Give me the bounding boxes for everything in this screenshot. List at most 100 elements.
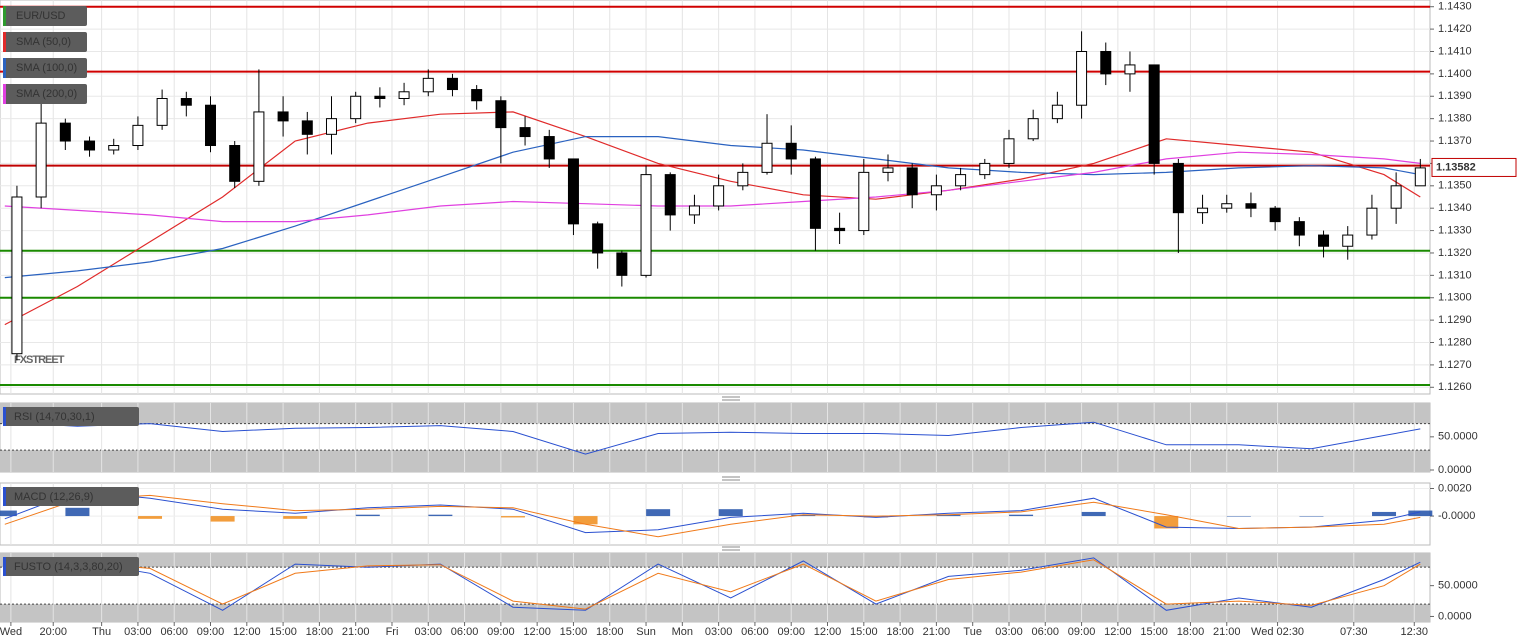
x-tick-label: 06:00 xyxy=(1032,626,1060,638)
y-tick-label: 1.1320 xyxy=(1438,247,1472,259)
candle-body xyxy=(205,104,217,147)
candle-body xyxy=(1027,118,1039,140)
legend-swatch xyxy=(3,32,6,52)
x-tick-label: 12:30 xyxy=(1401,626,1429,638)
candle-body xyxy=(1148,64,1160,164)
candle-body xyxy=(519,127,531,138)
histogram-bar xyxy=(1408,510,1433,517)
candle-body xyxy=(108,145,120,151)
legend-label: SMA (200,0) xyxy=(16,88,77,100)
y-tick-label: 0.0000 xyxy=(1438,610,1472,622)
legend-label: SMA (100,0) xyxy=(16,62,77,74)
x-tick-label: 12:00 xyxy=(523,626,551,638)
candle-body xyxy=(350,95,362,120)
y-tick-label: 1.1340 xyxy=(1438,202,1472,214)
x-tick-label: Mon xyxy=(672,626,693,638)
x-tick-label: 15:00 xyxy=(850,626,878,638)
candle-body xyxy=(1366,207,1378,236)
histogram-bar xyxy=(1081,511,1106,517)
x-tick-label: 07:30 xyxy=(1340,626,1368,638)
histogram-bar xyxy=(1009,514,1034,517)
band xyxy=(0,403,1430,424)
candle-body xyxy=(446,77,458,91)
candle-body xyxy=(737,171,749,187)
histogram-bar xyxy=(863,516,888,518)
indicator-label: MACD (12,26,9) xyxy=(14,491,93,503)
candle-body xyxy=(156,98,168,126)
indicator-swatch xyxy=(3,487,6,506)
candle-body xyxy=(374,95,386,99)
indicator-label: FUSTO (14,3,3,80,20) xyxy=(14,561,123,573)
candle-body xyxy=(955,174,967,187)
x-tick-label: 09:00 xyxy=(777,626,805,638)
candle-body xyxy=(979,162,991,176)
y-tick-label: 1.1380 xyxy=(1438,113,1472,125)
candle-body xyxy=(882,167,894,173)
y-tick-label: 1.1300 xyxy=(1438,292,1472,304)
legend-swatch xyxy=(3,58,6,78)
histogram-bar xyxy=(936,514,961,517)
candle-body xyxy=(809,158,821,229)
candle-body xyxy=(1076,50,1088,106)
candle-body xyxy=(543,136,555,160)
y-tick-label: 1.1330 xyxy=(1438,224,1472,236)
x-tick-label: 21:00 xyxy=(342,626,370,638)
candle-body xyxy=(664,174,676,216)
legend-box xyxy=(3,32,87,52)
x-tick-label: 09:00 xyxy=(197,626,225,638)
x-tick-label: Sun xyxy=(636,626,656,638)
panel xyxy=(0,482,1431,546)
candle-body xyxy=(1293,221,1305,236)
x-tick-label: 18:00 xyxy=(1177,626,1205,638)
histogram-bar xyxy=(718,509,743,517)
x-tick-label: 15:00 xyxy=(1140,626,1168,638)
x-tick-label: 03:00 xyxy=(995,626,1023,638)
y-tick-label: 1.1280 xyxy=(1438,336,1472,348)
band xyxy=(0,450,1430,472)
x-tick-label: Wed xyxy=(0,626,22,638)
legend-swatch xyxy=(3,6,6,26)
y-tick-label: 1.1420 xyxy=(1438,23,1472,35)
x-tick-label: 18:00 xyxy=(886,626,914,638)
x-tick-label: 20:00 xyxy=(39,626,67,638)
indicator-label-box xyxy=(3,407,139,426)
x-tick-label: Fri xyxy=(386,626,399,638)
indicator-label: RSI (14,70,30,1) xyxy=(14,411,95,423)
histogram-bar xyxy=(1226,516,1251,517)
y-tick-label: 1.1430 xyxy=(1438,1,1472,13)
histogram-bar xyxy=(283,516,308,519)
x-tick-label: 03:00 xyxy=(415,626,443,638)
candle-body xyxy=(1051,104,1063,120)
candle-body xyxy=(471,89,483,102)
y-tick-label: 50.0000 xyxy=(1438,431,1478,443)
candle-body xyxy=(277,111,289,122)
histogram-bar xyxy=(791,514,816,517)
candle-body xyxy=(1197,207,1209,214)
y-tick-label: -0.0000 xyxy=(1438,510,1475,522)
x-tick-label: 18:00 xyxy=(596,626,624,638)
x-tick-label: 15:00 xyxy=(269,626,297,638)
y-tick-label: 50.0000 xyxy=(1438,580,1478,592)
x-tick-label: 06:00 xyxy=(741,626,769,638)
band xyxy=(0,553,1430,568)
panel xyxy=(0,0,1431,395)
x-tick-label: 06:00 xyxy=(160,626,188,638)
indicator-label-box xyxy=(3,487,139,506)
candle-body xyxy=(398,91,410,99)
candle-body xyxy=(858,171,870,232)
x-tick-label: 18:00 xyxy=(306,626,334,638)
indicator-swatch xyxy=(3,407,6,426)
histogram-bar xyxy=(65,507,90,517)
last-price-label: 1.13582 xyxy=(1436,161,1476,173)
legend-box xyxy=(3,6,87,26)
candle-body xyxy=(592,223,604,254)
candle-body xyxy=(930,185,942,196)
candle-body xyxy=(229,145,241,182)
histogram-bar xyxy=(428,514,453,517)
candle-body xyxy=(495,100,507,129)
last-price-box xyxy=(1431,157,1517,177)
candle-body xyxy=(1390,185,1402,209)
candle-body xyxy=(640,174,652,276)
